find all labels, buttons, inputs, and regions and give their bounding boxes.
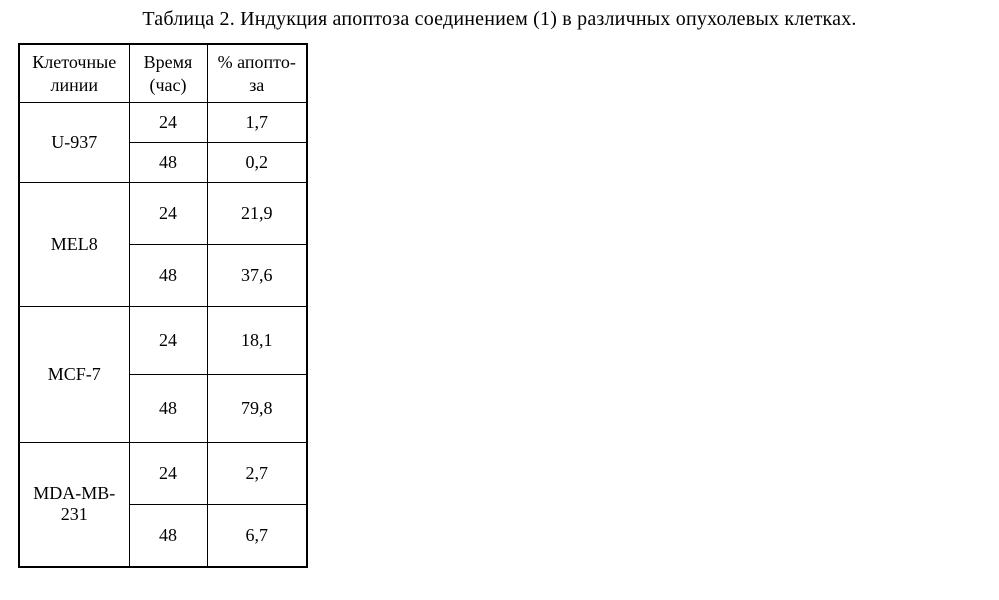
cell-apopt: 6,7 — [207, 505, 307, 567]
cell-apopt: 0,2 — [207, 143, 307, 183]
cell-apopt: 37,6 — [207, 245, 307, 307]
cell-apopt: 18,1 — [207, 307, 307, 375]
cell-apopt: 79,8 — [207, 375, 307, 443]
cell-time: 48 — [129, 375, 207, 443]
cell-apopt: 1,7 — [207, 103, 307, 143]
table-body: U-937 24 1,7 48 0,2 MEL8 24 21,9 48 37,6… — [19, 103, 307, 567]
col-header-cell-line: Клеточные линии — [19, 44, 129, 103]
cell-time: 48 — [129, 245, 207, 307]
table-row: MCF-7 24 18,1 — [19, 307, 307, 375]
col-header-time: Время (час) — [129, 44, 207, 103]
table-row: U-937 24 1,7 — [19, 103, 307, 143]
col-header-time-l2: (час) — [149, 75, 186, 95]
table-header-row: Клеточные линии Время (час) % апопто- за — [19, 44, 307, 103]
cell-time: 24 — [129, 103, 207, 143]
col-header-apoptosis: % апопто- за — [207, 44, 307, 103]
cell-time: 24 — [129, 307, 207, 375]
cell-time: 24 — [129, 183, 207, 245]
cell-line-name: MDA-MB-231 — [19, 443, 129, 567]
col-header-apoptosis-l2: за — [249, 75, 264, 95]
table-row: MEL8 24 21,9 — [19, 183, 307, 245]
cell-apopt: 21,9 — [207, 183, 307, 245]
col-header-time-l1: Время — [144, 52, 193, 72]
page: Таблица 2. Индукция апоптоза соединением… — [0, 0, 999, 568]
cell-line-name: MEL8 — [19, 183, 129, 307]
table-header: Клеточные линии Время (час) % апопто- за — [19, 44, 307, 103]
cell-line-name: MCF-7 — [19, 307, 129, 443]
table-row: MDA-MB-231 24 2,7 — [19, 443, 307, 505]
col-header-apoptosis-l1: % апопто- — [218, 52, 296, 72]
apoptosis-table: Клеточные линии Время (час) % апопто- за… — [18, 43, 308, 568]
col-header-cell-line-l1: Клеточные — [32, 52, 116, 72]
cell-time: 24 — [129, 443, 207, 505]
cell-time: 48 — [129, 505, 207, 567]
cell-line-name: U-937 — [19, 103, 129, 183]
table-caption: Таблица 2. Индукция апоптоза соединением… — [18, 8, 981, 31]
cell-apopt: 2,7 — [207, 443, 307, 505]
cell-time: 48 — [129, 143, 207, 183]
col-header-cell-line-l2: линии — [50, 75, 98, 95]
